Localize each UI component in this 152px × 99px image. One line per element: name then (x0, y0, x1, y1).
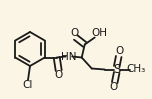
Text: O: O (71, 28, 79, 38)
Text: CH₃: CH₃ (126, 65, 145, 75)
Text: OH: OH (92, 29, 108, 39)
Text: Cl: Cl (23, 79, 33, 89)
Text: O: O (55, 70, 63, 80)
Text: S: S (113, 63, 120, 76)
Text: HN: HN (61, 51, 76, 61)
Text: O: O (110, 82, 118, 92)
Text: O: O (116, 47, 124, 57)
